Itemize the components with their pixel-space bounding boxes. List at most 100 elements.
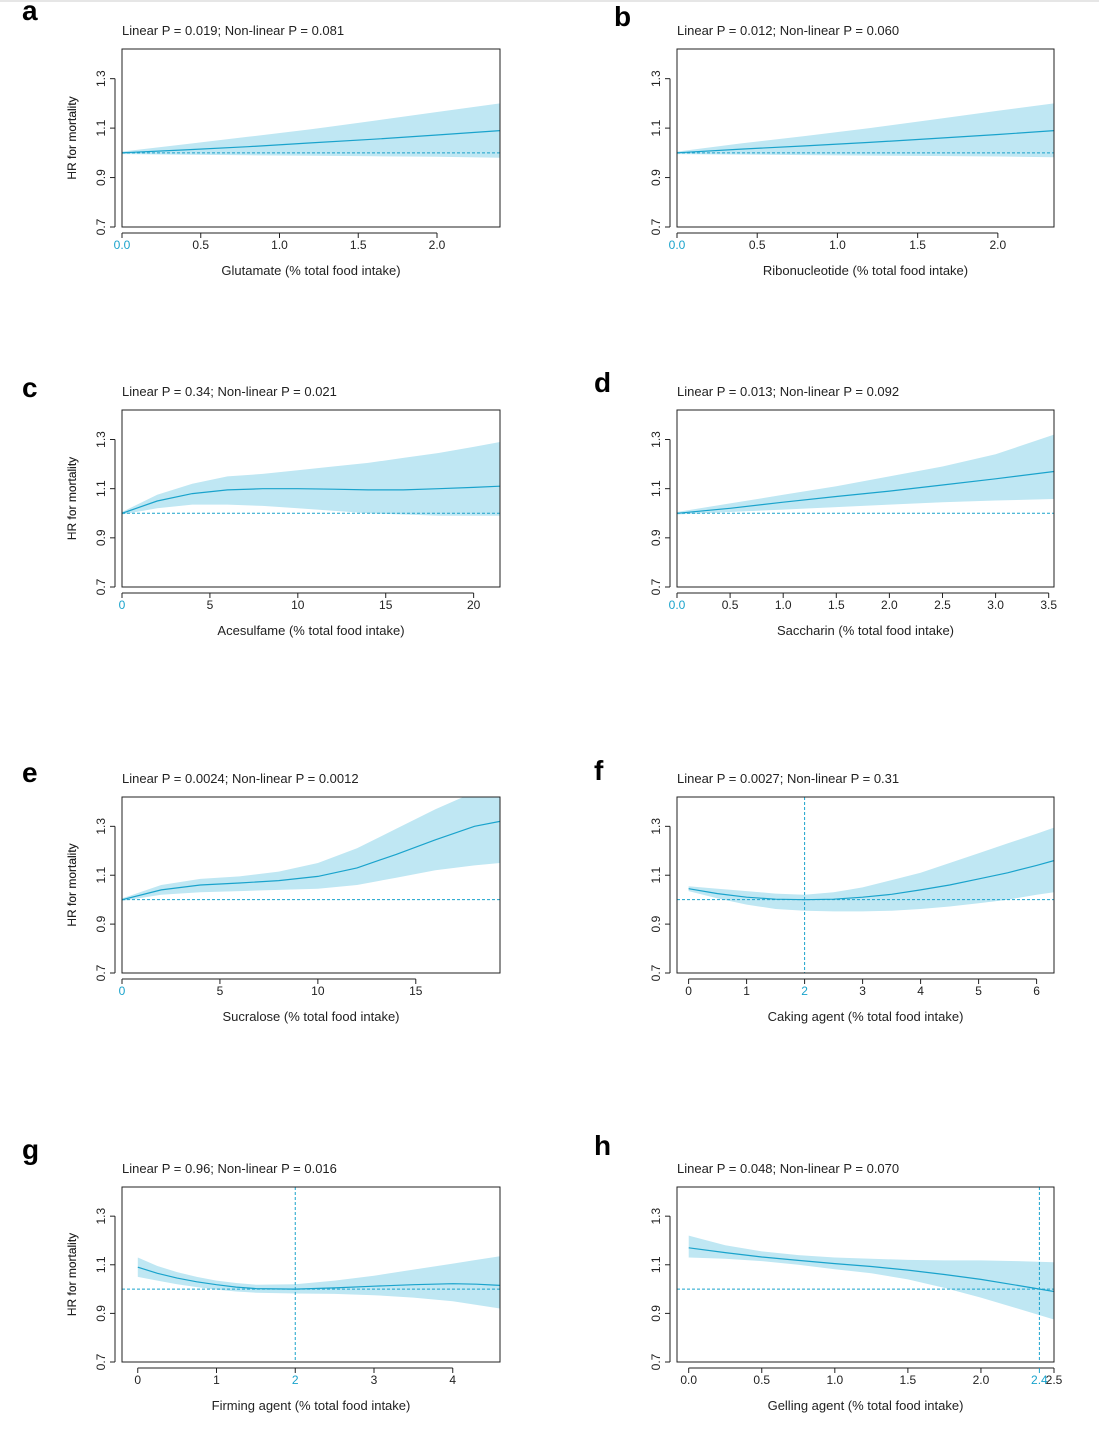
confidence-band [677, 434, 1054, 515]
y-tick-label: 1.3 [94, 431, 108, 448]
y-tick-label: 0.7 [94, 964, 108, 981]
x-tick-label: 2.0 [990, 238, 1007, 252]
y-tick-label: 0.9 [649, 169, 663, 186]
panel-title: Linear P = 0.048; Non-linear P = 0.070 [677, 1161, 899, 1176]
plot-frame [676, 796, 1055, 974]
y-tick-label: 1.1 [649, 1256, 663, 1273]
confidence-band [677, 103, 1054, 158]
x-tick-label: 15 [379, 598, 393, 612]
x-tick-label: 2 [801, 984, 808, 998]
y-tick-label: 1.1 [94, 867, 108, 884]
x-axis-label: Ribonucleotide (% total food intake) [763, 263, 968, 278]
y-tick-label: 1.3 [649, 70, 663, 87]
y-tick-label: 1.1 [649, 867, 663, 884]
plot-area [677, 797, 1054, 973]
panel-title: Linear P = 0.012; Non-linear P = 0.060 [677, 23, 899, 38]
x-tick-label: 15 [409, 984, 423, 998]
y-tick-label: 0.7 [94, 1353, 108, 1370]
x-tick-label: 6 [1033, 984, 1040, 998]
x-tick-label: 0.5 [192, 238, 209, 252]
x-tick-label: 0.5 [722, 598, 739, 612]
x-axis-label: Gelling agent (% total food intake) [768, 1398, 964, 1413]
confidence-band [122, 442, 500, 516]
x-tick-label: 3.0 [987, 598, 1004, 612]
plot-frame [121, 409, 501, 588]
x-tick-label: 3 [859, 984, 866, 998]
panel-f: 0.7 0.9 1.1 1.3 HR for mortality 0 1 2 3 4 5 6 Cakin… [65, 755, 1055, 1024]
hr-curve [122, 820, 500, 901]
y-tick-label: 0.9 [649, 915, 663, 932]
panel-h: 0.7 0.9 1.1 1.3 HR for mortality 0.0 0.5 1.0 1.5… [65, 1130, 1063, 1413]
plot-area [122, 410, 500, 587]
x-tick-label: 2.0 [881, 598, 898, 612]
hr-curve [137, 1266, 500, 1290]
x-tick-label: 1.5 [350, 238, 367, 252]
panel-letter: d [594, 367, 611, 398]
y-tick-label: 0.9 [94, 529, 108, 546]
x-tick-label: 10 [311, 984, 325, 998]
y-axis-label: HR for mortality [65, 843, 79, 926]
y-tick-label: 0.7 [649, 218, 663, 235]
y-tick-label: 0.9 [649, 1305, 663, 1322]
y-tick-label: 0.9 [649, 529, 663, 546]
panel-b: 0.7 0.9 1.1 1.3 HR for mortality 0.0 0.5 1.0 1.5… [65, 1, 1055, 278]
x-axis-label: Sucralose (% total food intake) [222, 1009, 399, 1024]
plot-frame [121, 48, 501, 228]
x-tick-label: 0 [119, 598, 126, 612]
panel-g: 0.7 0.9 1.1 1.3 HR for mortality 0 1 2 3 4 Firming… [22, 1134, 501, 1413]
x-tick-label: 4 [917, 984, 924, 998]
x-tick-label: 1.0 [271, 238, 288, 252]
panel-letter: g [22, 1134, 39, 1165]
panel-c: 0.7 0.9 1.1 1.3 HR for mortality 0 5 10 15 20 Aces… [22, 372, 501, 638]
panel-title: Linear P = 0.0024; Non-linear P = 0.0012 [122, 771, 359, 786]
y-tick-label: 1.1 [649, 480, 663, 497]
x-tick-label: 5 [975, 984, 982, 998]
y-tick-label: 1.3 [649, 818, 663, 835]
y-axis-label: HR for mortality [65, 457, 79, 540]
confidence-band [122, 797, 500, 901]
x-tick-label: 1 [743, 984, 750, 998]
x-tick-label: 20 [467, 598, 481, 612]
y-axis-label: HR for mortality [65, 1233, 79, 1316]
x-axis-label: Caking agent (% total food intake) [768, 1009, 964, 1024]
x-tick-label: 1.0 [826, 1373, 843, 1387]
x-tick-label: 1.5 [909, 238, 926, 252]
x-tick-label: 5 [207, 598, 214, 612]
hr-curve [677, 130, 1054, 154]
panel-title: Linear P = 0.96; Non-linear P = 0.016 [122, 1161, 337, 1176]
plot-frame [121, 796, 501, 974]
y-tick-label: 1.3 [649, 431, 663, 448]
y-tick-label: 1.3 [94, 70, 108, 87]
x-tick-label: 5 [217, 984, 224, 998]
plot-area [677, 1187, 1054, 1362]
y-tick-label: 0.9 [94, 915, 108, 932]
plot-frame [676, 409, 1055, 588]
x-tick-label: 0.5 [753, 1373, 770, 1387]
y-tick-label: 1.3 [94, 818, 108, 835]
y-tick-label: 0.7 [94, 578, 108, 595]
x-tick-label: 0 [685, 984, 692, 998]
confidence-band [688, 1235, 1054, 1320]
y-axis-label: HR for mortality [65, 96, 79, 179]
x-tick-label: 3.5 [1040, 598, 1057, 612]
x-axis-label: Glutamate (% total food intake) [221, 263, 400, 278]
x-tick-label: 3 [371, 1373, 378, 1387]
x-tick-label: 1.5 [828, 598, 845, 612]
x-tick-label: 0.0 [669, 238, 686, 252]
plot-frame [676, 48, 1055, 228]
y-tick-label: 0.9 [94, 169, 108, 186]
plot-frame [676, 1186, 1055, 1363]
plot-area [122, 49, 500, 227]
hr-curve [122, 130, 500, 154]
y-axis-label: HR for mortality [65, 1233, 79, 1316]
y-tick-label: 1.3 [649, 1208, 663, 1225]
x-tick-label: 1 [213, 1373, 220, 1387]
y-tick-label: 0.7 [649, 964, 663, 981]
panel-letter: h [594, 1130, 611, 1161]
panel-letter: b [614, 1, 631, 32]
x-tick-label: 1.0 [829, 238, 846, 252]
x-tick-label: 2.0 [973, 1373, 990, 1387]
x-tick-label: 1.5 [900, 1373, 917, 1387]
panel-letter: e [22, 757, 38, 788]
